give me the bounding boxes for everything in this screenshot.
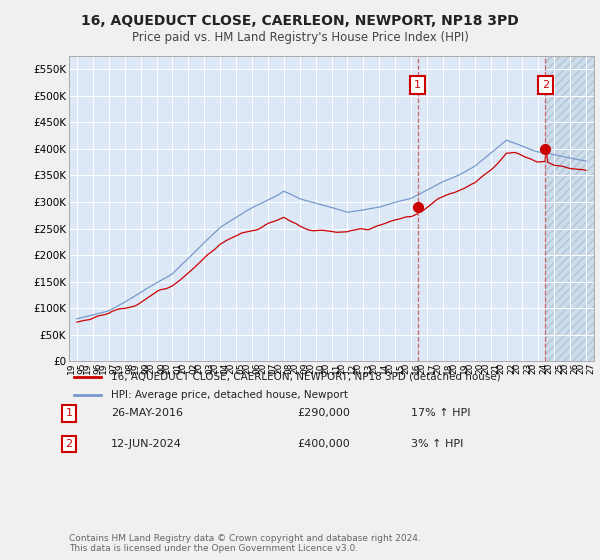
Text: 16, AQUEDUCT CLOSE, CAERLEON, NEWPORT, NP18 3PD (detached house): 16, AQUEDUCT CLOSE, CAERLEON, NEWPORT, N… xyxy=(111,372,501,382)
Text: £400,000: £400,000 xyxy=(297,439,350,449)
Text: 16, AQUEDUCT CLOSE, CAERLEON, NEWPORT, NP18 3PD: 16, AQUEDUCT CLOSE, CAERLEON, NEWPORT, N… xyxy=(81,14,519,28)
Text: 3% ↑ HPI: 3% ↑ HPI xyxy=(411,439,463,449)
Text: HPI: Average price, detached house, Newport: HPI: Average price, detached house, Newp… xyxy=(111,390,348,400)
Text: 2: 2 xyxy=(65,439,73,449)
Text: Price paid vs. HM Land Registry's House Price Index (HPI): Price paid vs. HM Land Registry's House … xyxy=(131,31,469,44)
Text: 12-JUN-2024: 12-JUN-2024 xyxy=(111,439,182,449)
Bar xyxy=(545,56,594,361)
Text: 26-MAY-2016: 26-MAY-2016 xyxy=(111,408,183,418)
Text: Contains HM Land Registry data © Crown copyright and database right 2024.
This d: Contains HM Land Registry data © Crown c… xyxy=(69,534,421,553)
Text: 17% ↑ HPI: 17% ↑ HPI xyxy=(411,408,470,418)
Text: £290,000: £290,000 xyxy=(297,408,350,418)
Text: 1: 1 xyxy=(414,80,421,90)
Text: 2: 2 xyxy=(542,80,549,90)
Text: 1: 1 xyxy=(65,408,73,418)
